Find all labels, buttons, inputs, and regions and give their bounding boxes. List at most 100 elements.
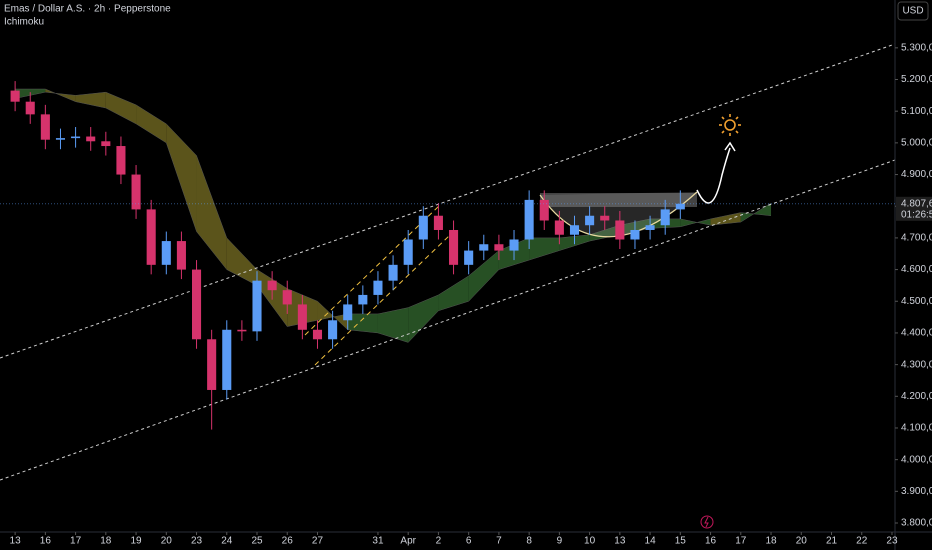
x-tick-label: 23 (886, 536, 898, 547)
x-tick-label: 8 (526, 536, 532, 547)
x-tick-label: 15 (675, 536, 687, 547)
candle-body (116, 146, 126, 175)
candle-body (464, 250, 474, 265)
x-tick-label: 24 (221, 536, 233, 547)
y-tick-label: 3.800,00 (901, 518, 932, 529)
x-tick-label: 25 (251, 536, 263, 547)
last-price-label: 4.807,68 (901, 198, 932, 209)
last-price-tag (896, 196, 932, 221)
x-tick-label: 16 (40, 536, 52, 547)
candles (10, 81, 685, 430)
x-tick-label: 22 (856, 536, 868, 547)
alert-circle[interactable] (700, 515, 714, 529)
candle-body (418, 215, 428, 240)
x-tick-label: 2 (436, 536, 442, 547)
candle-body (373, 280, 383, 295)
y-tick-label: 3.900,00 (901, 486, 932, 497)
y-tick-label: 4.900,00 (901, 169, 932, 180)
y-tick-label: 4.100,00 (901, 423, 932, 434)
x-tick-label: 13 (614, 536, 626, 547)
cloud-segment (680, 218, 711, 227)
candle-body (40, 114, 50, 140)
candle-body (131, 174, 141, 210)
candle-body (312, 329, 323, 340)
y-tick-label: 4.300,00 (901, 359, 932, 370)
candle-body (660, 209, 670, 226)
candle-body (449, 229, 459, 265)
channel-upper (0, 43, 896, 359)
x-tick-label: 21 (826, 536, 838, 547)
candle-body (86, 136, 96, 142)
cloud-segment (196, 155, 227, 270)
candle-body (328, 320, 338, 340)
x-tick-label: 20 (161, 536, 173, 547)
cloud-segment (75, 92, 106, 109)
y-tick-label: 5.300,00 (901, 42, 932, 53)
candle-body (192, 269, 202, 340)
candle-body (645, 225, 655, 230)
cloud-segment (226, 237, 258, 286)
candle-body (101, 141, 111, 147)
cup-arc (539, 191, 698, 238)
arrow-head (724, 141, 736, 152)
countdown: 01:26:55 (901, 209, 932, 220)
currency-label[interactable]: USD (902, 6, 923, 17)
candle-body (358, 294, 368, 305)
x-tick-label: 26 (282, 536, 294, 547)
y-tick-label: 4.000,00 (901, 454, 932, 465)
channel-lower (0, 159, 896, 481)
currency-button[interactable] (897, 1, 929, 21)
candle-body (403, 239, 413, 265)
cloud-segment (438, 275, 469, 311)
cloud-line (15, 91, 772, 343)
candle-body (569, 225, 580, 235)
flag-upper (304, 204, 441, 336)
candle-body (479, 244, 489, 251)
candle-body (252, 280, 262, 332)
candle-body (222, 329, 232, 390)
x-tick-label: 31 (372, 536, 384, 547)
cloud-segment (529, 237, 560, 261)
flag-lower (314, 234, 451, 366)
candle-body (600, 215, 610, 221)
x-tick-label: 6 (466, 536, 472, 547)
x-tick-label: 10 (584, 536, 596, 547)
x-tick-label: Apr (400, 536, 416, 547)
cloud-segment (468, 250, 499, 302)
candle-body (146, 209, 156, 265)
candle-body (207, 339, 217, 390)
x-tick-label: 17 (735, 536, 747, 547)
indicator-name: Ichimoku (4, 17, 44, 28)
candle-body (675, 203, 685, 210)
cloud-segment (710, 212, 741, 226)
candle-body (25, 101, 35, 115)
alert-bolt[interactable] (704, 516, 709, 528)
candle-body (176, 241, 186, 270)
y-tick-label: 5.000,00 (901, 138, 932, 149)
x-tick-label: 14 (645, 536, 657, 547)
y-tick-label: 4.700,00 (901, 233, 932, 244)
cloud-line (15, 88, 772, 327)
candle-body (494, 244, 504, 251)
alert-icon[interactable] (700, 515, 714, 529)
candle-body (297, 304, 307, 330)
chart-title: Emas / Dollar A.S. · 2h · Pepperstone (4, 4, 171, 15)
x-tick-label: 20 (796, 536, 808, 547)
candle-body (55, 138, 66, 140)
x-tick-label: 13 (10, 536, 22, 547)
y-tick-label: 4.200,00 (901, 391, 932, 402)
candle-body (615, 220, 625, 240)
candle-body (388, 264, 398, 281)
candle-body (343, 304, 353, 321)
x-tick-label: 17 (70, 536, 82, 547)
candle-body (267, 280, 277, 291)
candle-body (237, 329, 247, 332)
y-tick-label: 5.100,00 (901, 106, 932, 117)
y-tick-label: 4.400,00 (901, 328, 932, 339)
candle-body (585, 215, 595, 226)
cloud-segment (105, 92, 137, 124)
x-tick-label: 18 (765, 536, 777, 547)
